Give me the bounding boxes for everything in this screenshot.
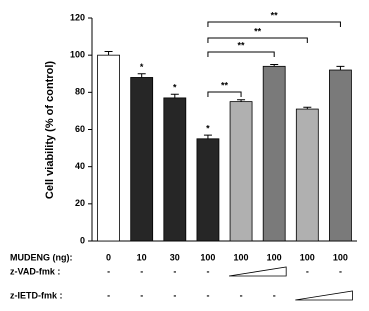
significance-bracket — [207, 21, 341, 27]
dose-wedge — [229, 266, 287, 277]
row-label: z-IETD-fmk : — [10, 290, 63, 300]
significance-bracket — [207, 51, 275, 57]
y-tick-label: 120 — [70, 12, 85, 22]
row-value: - — [273, 290, 276, 300]
row-value: - — [107, 266, 110, 276]
significance-label: ** — [254, 26, 262, 36]
significance-star: * — [140, 62, 144, 72]
x-tick-label: 100 — [333, 252, 348, 262]
significance-bracket — [207, 37, 308, 43]
significance-star: * — [173, 83, 177, 93]
dose-wedge — [295, 290, 353, 301]
y-tick-label: 100 — [70, 50, 85, 60]
error-bar — [137, 73, 146, 78]
row-value: - — [306, 266, 309, 276]
row-value: - — [173, 290, 176, 300]
y-tick-label: 60 — [75, 124, 85, 134]
row-value: - — [339, 266, 342, 276]
error-bar — [270, 63, 279, 67]
bar — [262, 65, 286, 242]
row-label: z-VAD-fmk : — [10, 266, 60, 276]
x-tick-label: 100 — [200, 252, 215, 262]
significance-label: ** — [238, 40, 246, 50]
y-tick-label: 80 — [75, 87, 85, 97]
x-tick-label: 0 — [106, 252, 111, 262]
error-bar — [237, 99, 246, 102]
row-value: - — [206, 290, 209, 300]
x-tick-label: 10 — [137, 252, 147, 262]
error-bar — [104, 50, 113, 56]
bar — [97, 54, 120, 242]
bar — [130, 77, 154, 242]
bar — [329, 69, 352, 242]
row-value: - — [240, 290, 243, 300]
significance-bracket — [207, 91, 242, 97]
bar — [196, 138, 220, 242]
error-bar — [336, 65, 345, 71]
bar — [229, 101, 253, 242]
bar — [163, 97, 187, 242]
significance-label: ** — [271, 10, 279, 20]
x-axis-label: MUDENG (ng): — [10, 252, 73, 262]
significance-label: ** — [221, 80, 229, 90]
y-tick-label: 40 — [75, 161, 85, 171]
x-tick-label: 100 — [300, 252, 315, 262]
y-tick-label: 0 — [80, 235, 85, 245]
x-tick-label: 100 — [234, 252, 249, 262]
row-value: - — [107, 290, 110, 300]
row-value: - — [173, 266, 176, 276]
significance-star: * — [206, 123, 210, 133]
x-tick-label: 100 — [267, 252, 282, 262]
row-value: - — [140, 290, 143, 300]
y-axis-label: Cell viability (% of control) — [44, 61, 56, 199]
y-tick-label: 20 — [75, 198, 85, 208]
error-bar — [303, 106, 312, 110]
error-bar — [170, 93, 179, 98]
row-value: - — [206, 266, 209, 276]
x-tick-label: 30 — [170, 252, 180, 262]
error-bar — [203, 134, 212, 139]
row-value: - — [140, 266, 143, 276]
bar — [295, 108, 319, 242]
